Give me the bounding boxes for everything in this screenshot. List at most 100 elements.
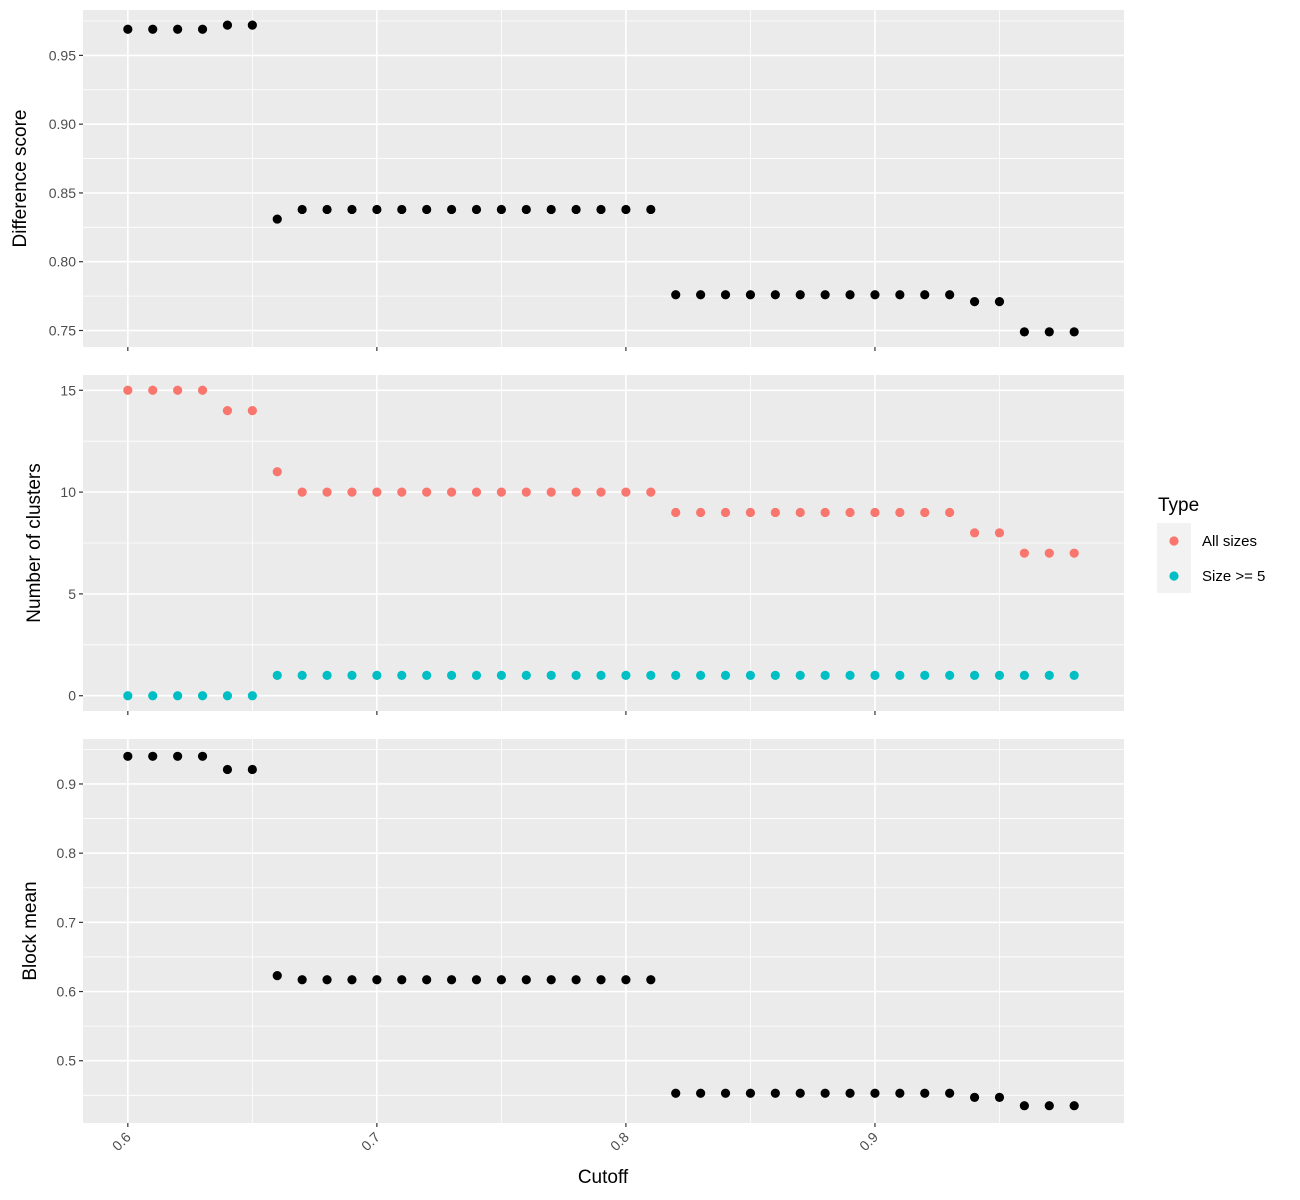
data-point [148, 751, 158, 761]
data-point [546, 204, 556, 215]
data-point [372, 670, 382, 680]
y-axis-title: Difference score [10, 110, 31, 248]
y-tick-label: 0.90 [49, 116, 76, 132]
data-point [446, 204, 457, 215]
data-point [945, 290, 955, 300]
data-point [646, 204, 656, 215]
data-point [496, 204, 506, 215]
data-point [969, 670, 980, 680]
data-point [297, 204, 307, 215]
data-point [521, 204, 531, 215]
data-point [571, 975, 581, 985]
data-point [745, 670, 756, 680]
data-point [571, 670, 581, 680]
data-point [496, 487, 506, 497]
data-point [1044, 327, 1054, 337]
data-point [945, 1088, 955, 1098]
data-point [1019, 548, 1029, 558]
data-point [322, 670, 332, 680]
data-point [920, 507, 930, 518]
data-point [571, 204, 581, 215]
data-point [820, 670, 830, 680]
y-axis-title: Block mean [20, 881, 41, 980]
data-point [347, 975, 357, 985]
x-tick-label: 0.8 [607, 1129, 632, 1154]
data-point [696, 1088, 706, 1098]
data-point [422, 670, 432, 680]
data-point [322, 487, 332, 497]
data-point [297, 487, 307, 497]
data-point [994, 670, 1005, 680]
data-point [1069, 327, 1079, 337]
data-point [1069, 1101, 1079, 1111]
data-point [471, 204, 482, 215]
data-point [197, 24, 208, 34]
x-tick-label: 0.6 [109, 1129, 134, 1154]
y-tick-label: 0 [68, 688, 76, 704]
data-point [621, 204, 631, 215]
data-point [895, 290, 905, 300]
legend-label: Size >= 5 [1202, 568, 1265, 585]
legend-key [1169, 536, 1179, 546]
data-point [770, 1088, 780, 1098]
legend-key-background [1157, 523, 1191, 593]
data-point [496, 975, 506, 985]
data-point [546, 975, 556, 985]
series-1 [123, 751, 1079, 1111]
data-point [770, 290, 780, 300]
data-point [521, 670, 531, 680]
data-point [322, 204, 332, 215]
data-point [621, 487, 631, 497]
y-tick-label: 0.7 [57, 914, 77, 930]
data-point [272, 971, 282, 981]
data-point [994, 528, 1005, 538]
data-point [720, 507, 731, 518]
data-point [471, 670, 482, 680]
data-point [795, 670, 805, 680]
data-point [845, 290, 855, 300]
data-point [496, 670, 506, 680]
data-point [297, 975, 307, 985]
data-point [1019, 327, 1029, 337]
data-point [795, 507, 805, 518]
data-point [870, 1088, 880, 1098]
data-point [397, 487, 407, 497]
data-point [173, 385, 183, 395]
x-tick-label: 0.9 [856, 1129, 881, 1154]
data-point [1069, 548, 1079, 558]
data-point [596, 204, 606, 215]
data-point [446, 975, 457, 985]
data-point [895, 1088, 905, 1098]
data-point [696, 290, 706, 300]
data-point [945, 507, 955, 518]
data-point [247, 20, 257, 30]
data-point [596, 975, 606, 985]
data-point [994, 297, 1005, 307]
data-point [222, 764, 233, 775]
data-point [197, 691, 208, 701]
data-point [197, 751, 208, 761]
y-tick-label: 0.80 [49, 254, 76, 270]
data-point [322, 975, 332, 985]
data-point [596, 487, 606, 497]
legend-title: Type [1158, 495, 1199, 516]
y-tick-label: 5 [68, 586, 76, 602]
data-point [870, 670, 880, 680]
data-point [422, 487, 432, 497]
data-point [397, 670, 407, 680]
data-point [471, 975, 482, 985]
data-point [1069, 670, 1079, 680]
legend: Type All sizes Size >= 5 [1157, 495, 1265, 593]
y-tick-label: 0.5 [57, 1053, 77, 1069]
panel-2: 0 5 10 15 Number of clusters [24, 375, 1124, 715]
data-point [994, 1092, 1005, 1102]
data-point [646, 975, 656, 985]
data-point [920, 670, 930, 680]
data-point [148, 385, 158, 395]
data-point [945, 670, 955, 680]
series-1 [123, 385, 1079, 558]
y-tick-label: 15 [60, 382, 76, 398]
panel-1: 0.75 0.80 0.85 0.90 0.95 Difference score [10, 10, 1124, 351]
data-point [646, 670, 656, 680]
